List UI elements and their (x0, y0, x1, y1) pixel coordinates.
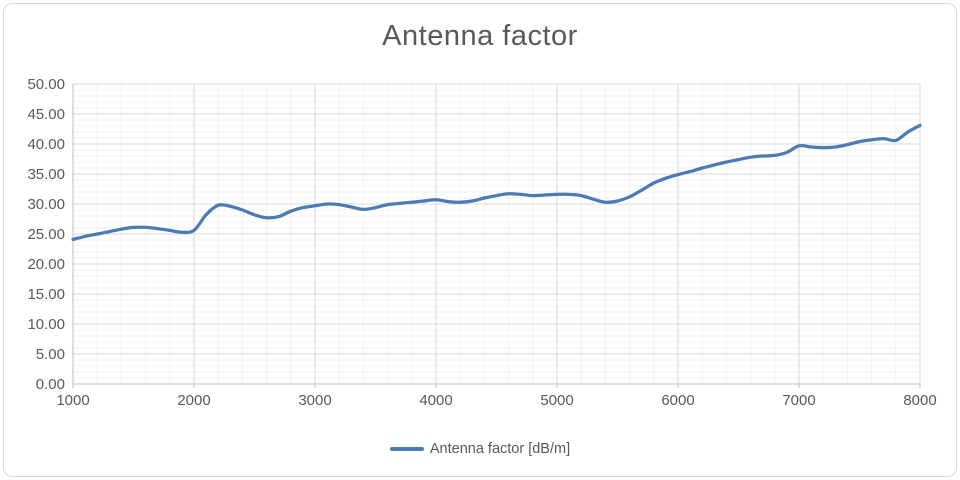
legend[interactable]: Antenna factor [dB/m] (0, 438, 960, 460)
plot-svg[interactable]: 0.00 5.00 10.00 15.00 20.00 25.00 30.00 35.00 40… (0, 0, 960, 436)
x-tick-label: 5000 (540, 392, 573, 409)
x-tick-label: 4000 (419, 392, 452, 409)
y-tick-label: 40.00 (27, 136, 65, 153)
series-line[interactable] (71, 123, 922, 242)
y-tick-label: 0.00 (36, 376, 65, 393)
x-tick-label: 1000 (56, 392, 89, 409)
legend-label: Antenna factor [dB/m] (429, 441, 571, 457)
x-tick-label: 8000 (903, 392, 936, 409)
y-tick-label: 35.00 (27, 166, 65, 183)
x-tick-label: 7000 (782, 392, 815, 409)
y-tick-label: 10.00 (27, 316, 65, 333)
x-tick-label: 6000 (661, 392, 694, 409)
y-tick-label: 30.00 (27, 196, 65, 213)
y-tick-label: 45.00 (27, 106, 65, 123)
y-tick-label: 15.00 (27, 286, 65, 303)
x-tick-label: 2000 (177, 392, 210, 409)
y-tick-label: 25.00 (27, 226, 65, 243)
legend-line-marker (389, 447, 424, 451)
chart-title[interactable]: Antenna factor (382, 20, 578, 52)
y-tick-label: 5.00 (36, 346, 65, 363)
x-tick-label: 3000 (298, 392, 331, 409)
y-tick-label: 50.00 (27, 76, 65, 93)
y-tick-label: 20.00 (27, 256, 65, 273)
